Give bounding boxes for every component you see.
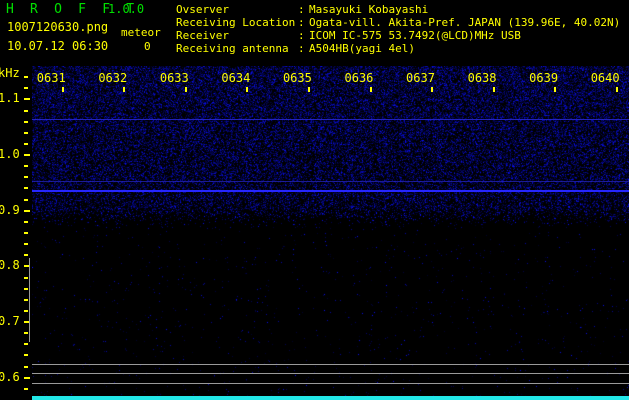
spectrogram-plot: kHz 1.1 1.0 0.9 0.8 0.7 0.6 0631 0632 0633 0634 0… bbox=[0, 66, 629, 400]
frequency-axis-minor-tick bbox=[24, 287, 28, 290]
info-key: Receiving antenna bbox=[176, 42, 289, 55]
baseline-vertical-rule bbox=[29, 258, 30, 342]
frequency-axis-minor-tick bbox=[24, 109, 28, 112]
frequency-axis-label: 1.0 bbox=[0, 147, 20, 162]
info-value: Ogata-vill. Akita-Pref. JAPAN (139.96E, … bbox=[309, 16, 621, 29]
frequency-axis-unit-label: kHz bbox=[0, 66, 20, 80]
time-axis-label: 0640 bbox=[590, 71, 620, 85]
frequency-axis-label: 0.7 bbox=[0, 314, 20, 329]
frequency-axis-minor-tick bbox=[24, 120, 28, 123]
carrier-line-2 bbox=[32, 181, 629, 183]
frequency-axis-minor-tick bbox=[24, 332, 28, 335]
time-axis-label: 0635 bbox=[282, 71, 312, 85]
frequency-axis-minor-tick bbox=[24, 276, 28, 279]
footer-status-bar bbox=[32, 396, 629, 400]
output-filename: 1007120630.png bbox=[7, 20, 109, 34]
info-key: Receiving Location bbox=[176, 16, 296, 29]
frequency-axis-minor-tick bbox=[24, 198, 28, 201]
frequency-axis-tick bbox=[24, 98, 30, 101]
meteor-counter-label: meteor bbox=[121, 26, 161, 39]
baseline-rule bbox=[32, 373, 629, 374]
carrier-line-1 bbox=[32, 119, 629, 121]
time-axis-tick bbox=[492, 87, 495, 92]
frequency-axis-minor-tick bbox=[24, 365, 28, 368]
frequency-axis-minor-tick bbox=[24, 387, 28, 390]
frequency-axis-minor-tick bbox=[24, 76, 28, 79]
frequency-axis-minor-tick bbox=[24, 187, 28, 190]
info-value: ICOM IC-575 53.7492(@LCD)MHz USB bbox=[309, 29, 521, 42]
info-row-receiving-location: Receiving Location: Ogata-vill. Akita-Pre… bbox=[176, 16, 620, 29]
info-value: Masayuki Kobayashi bbox=[309, 3, 429, 16]
info-separator: : bbox=[298, 29, 305, 42]
time-axis-label: 0631 bbox=[36, 71, 66, 85]
frequency-axis-minor-tick bbox=[24, 142, 28, 145]
time-axis-label: 0638 bbox=[467, 71, 497, 85]
frequency-axis-minor-tick bbox=[24, 220, 28, 223]
baseline-rule bbox=[32, 364, 629, 365]
baseline-rule bbox=[32, 383, 629, 384]
time-axis-tick bbox=[554, 87, 557, 92]
frequency-axis-tick bbox=[24, 154, 30, 157]
info-separator: : bbox=[298, 42, 305, 55]
frequency-axis-minor-tick bbox=[24, 254, 28, 257]
time-axis-label: 0639 bbox=[529, 71, 559, 85]
frequency-axis-minor-tick bbox=[24, 165, 28, 168]
app-title: H R O F F T bbox=[6, 2, 139, 17]
frequency-axis-tick bbox=[24, 321, 30, 324]
frequency-axis-minor-tick bbox=[24, 298, 28, 301]
frequency-axis-minor-tick bbox=[24, 343, 28, 346]
info-value: A504HB(yagi 4el) bbox=[309, 42, 415, 55]
info-row-receiving-antenna: Receiving antenna: A504HB(yagi 4el) bbox=[176, 42, 415, 55]
info-key: Ovserver bbox=[176, 3, 229, 16]
time-axis-tick bbox=[123, 87, 126, 92]
time-axis-tick bbox=[307, 87, 310, 92]
frequency-axis-label: 1.1 bbox=[0, 91, 20, 106]
header-panel: H R O F F T 1.0.0 1007120630.png 10.07.1… bbox=[0, 0, 629, 66]
frequency-axis-minor-tick bbox=[24, 232, 28, 234]
frequency-axis-label: 0.8 bbox=[0, 258, 20, 273]
info-separator: : bbox=[298, 16, 305, 29]
time-axis-label: 0634 bbox=[221, 71, 251, 85]
time-axis-tick bbox=[184, 87, 187, 92]
time-axis-tick bbox=[246, 87, 249, 92]
info-separator: : bbox=[298, 3, 305, 16]
observation-datetime: 10.07.12 06:30 bbox=[7, 39, 109, 53]
time-axis-tick bbox=[615, 87, 618, 92]
time-axis-label: 0633 bbox=[159, 71, 189, 85]
info-row-observer: Ovserver: Masayuki Kobayashi bbox=[176, 3, 428, 16]
frequency-axis-minor-tick bbox=[24, 243, 28, 246]
spectrogram-canvas bbox=[32, 66, 629, 400]
time-axis-label: 0637 bbox=[406, 71, 435, 85]
time-axis-tick bbox=[369, 87, 372, 92]
info-row-receiver: Receiver: ICOM IC-575 53.7492(@LCD)MHz US… bbox=[176, 29, 521, 42]
frequency-axis-minor-tick bbox=[24, 131, 28, 134]
spectrogram-noise-field bbox=[32, 66, 629, 400]
app-version: 1.0.0 bbox=[108, 2, 145, 16]
meteor-counter-value: 0 bbox=[144, 40, 151, 53]
time-axis-label: 0632 bbox=[98, 71, 128, 85]
frequency-axis-minor-tick bbox=[24, 309, 28, 312]
frequency-axis-tick bbox=[24, 376, 30, 379]
carrier-line-3 bbox=[32, 190, 629, 193]
time-axis-label: 0636 bbox=[344, 71, 374, 85]
frequency-axis-minor-tick bbox=[24, 87, 28, 90]
frequency-axis-minor-tick bbox=[24, 176, 28, 179]
frequency-axis-minor-tick bbox=[24, 354, 28, 357]
frequency-axis-label: 0.6 bbox=[0, 369, 20, 384]
time-axis-tick bbox=[61, 87, 64, 92]
time-axis-tick bbox=[431, 87, 434, 92]
frequency-axis-tick bbox=[24, 209, 30, 212]
info-key: Receiver bbox=[176, 29, 229, 42]
frequency-axis-tick bbox=[24, 265, 30, 268]
frequency-axis-label: 0.9 bbox=[0, 202, 20, 217]
